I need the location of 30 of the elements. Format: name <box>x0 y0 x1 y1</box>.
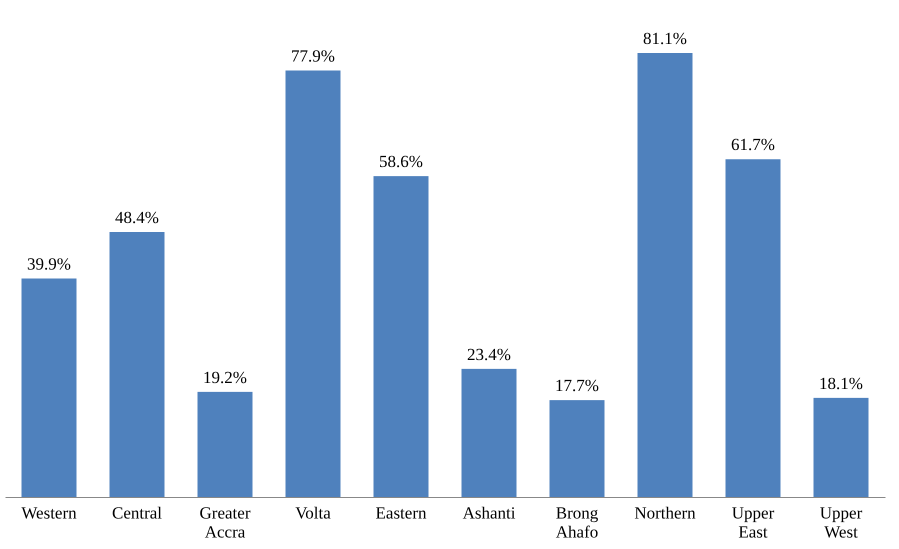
data-label: 81.1% <box>643 29 687 48</box>
bar <box>462 368 516 497</box>
x-tick-label: Northern <box>634 504 696 522</box>
bar <box>814 398 868 497</box>
x-tick-label: Greater Accra <box>200 504 251 542</box>
data-label: 58.6% <box>379 152 423 172</box>
bar <box>374 176 428 497</box>
bar <box>110 232 164 497</box>
bar <box>198 392 252 497</box>
x-tick-label: Upper West <box>820 504 863 542</box>
data-label: 18.1% <box>819 374 863 393</box>
x-tick-label: Volta <box>295 504 332 522</box>
x-tick-label: Ashanti <box>462 504 516 522</box>
bar <box>726 159 780 497</box>
data-label: 77.9% <box>291 46 335 66</box>
data-label: 48.4% <box>115 208 159 228</box>
data-label: 61.7% <box>731 135 775 154</box>
x-tick-label: Eastern <box>376 504 427 522</box>
x-tick-label: Upper East <box>732 504 775 542</box>
bar <box>638 53 692 497</box>
x-tick-label: Brong Ahafo <box>556 504 599 542</box>
data-label: 19.2% <box>203 368 247 387</box>
data-label: 17.7% <box>555 376 599 396</box>
x-tick-label: Central <box>112 504 162 522</box>
data-label: 39.9% <box>27 254 71 274</box>
bar <box>22 278 76 497</box>
bar <box>286 70 340 497</box>
data-label: 23.4% <box>467 344 511 364</box>
x-tick-label: Western <box>21 504 78 522</box>
bar <box>550 400 604 497</box>
